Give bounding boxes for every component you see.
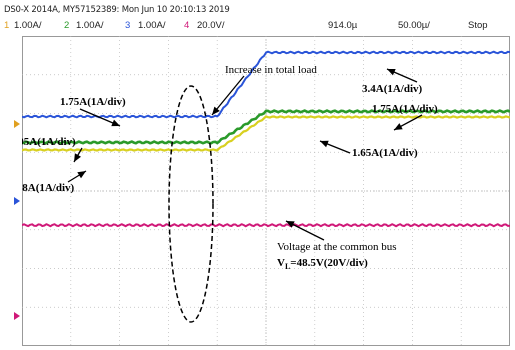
arrow-increase-load [211,75,245,116]
annotation-bus-voltage: VL=48.5V(20V/div) [277,257,368,271]
annotation-yellow-before: 0.8A(1A/div) [22,182,75,194]
annotation-blue-after: 3.4A(1A/div) [362,83,423,95]
arrow-yellow-after-head [320,140,329,148]
ch4-marker-icon [14,312,20,320]
trace-2 [22,115,510,152]
channel-4-num: 4 [184,20,190,31]
trace-1 [22,109,510,145]
channel-1-num: 1 [4,20,10,31]
load-step-ellipse [168,85,214,323]
run-mode: Stop [468,20,488,31]
annotation-green-after: 1.75A(1A/div) [372,103,438,115]
channel-4-scale: 20.0V/ [197,20,225,31]
grid [22,36,510,346]
arrow-blue-before-head [111,119,120,127]
trace-0 [22,50,510,119]
traces [22,50,510,228]
channel-2-scale: 1.00A/ [76,20,104,31]
time-position: 914.0µ [328,20,358,31]
channel-3-num: 3 [125,20,131,31]
arrow-green-after-head [394,123,403,130]
annotation-yellow-after: 1.65A(1A/div) [352,147,418,159]
arrow-bus-voltage-head [286,221,295,228]
annotation-bus-title: Voltage at the common bus [277,241,397,253]
annotation-green-before: 0.95A(1A/div) [22,136,76,148]
arrow-increase-load-head [212,106,220,115]
time-scale: 50.00µ/ [398,20,430,31]
annotation-blue-before: 1.75A(1A/div) [60,96,126,108]
channel-markers [14,120,20,320]
channel-2-num: 2 [64,20,70,31]
arrows [67,68,423,241]
arrow-blue-after-head [387,69,396,76]
ch1-marker-icon [14,120,20,128]
channel-1-scale: 1.00A/ [14,20,42,31]
annotation-increase-load: Increase in total load [225,64,317,76]
arrow-yellow-before-head [77,171,86,179]
arrow-green-before-head [74,153,81,162]
channel-3-scale: 1.00A/ [138,20,166,31]
ch3-marker-icon [14,197,20,205]
trace-3 [22,223,510,228]
scope-plot: Increase in total load 1.75A(1A/div) 3.4… [22,36,510,346]
device-info: DS0-X 2014A, MY57152389: Mon Jun 10 20:1… [4,5,230,15]
